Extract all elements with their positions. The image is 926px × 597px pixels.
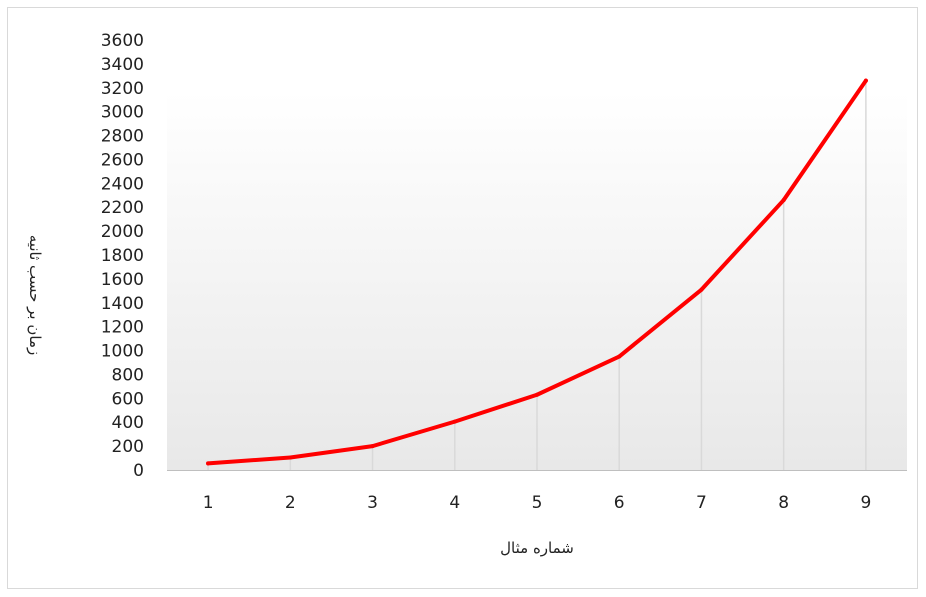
y-tick-label: 1600 bbox=[101, 270, 144, 290]
x-tick-label: 1 bbox=[203, 493, 214, 513]
data-point-8 bbox=[781, 198, 786, 203]
x-axis-ticks: 1 2 3 4 5 6 7 8 9 bbox=[203, 493, 872, 513]
x-tick-label: 3 bbox=[367, 493, 378, 513]
x-tick-label: 7 bbox=[696, 493, 707, 513]
y-tick-label: 1400 bbox=[101, 294, 144, 314]
y-tick-label: 600 bbox=[112, 389, 144, 409]
data-point-3 bbox=[370, 444, 375, 449]
data-point-5 bbox=[535, 392, 539, 397]
data-point-7 bbox=[699, 287, 704, 292]
data-points bbox=[206, 78, 868, 466]
y-tick-label: 2600 bbox=[101, 150, 144, 170]
x-tick-label: 6 bbox=[614, 493, 625, 513]
data-point-9 bbox=[863, 78, 868, 83]
x-axis-title: شماره مثال bbox=[500, 539, 574, 557]
y-tick-label: 800 bbox=[112, 365, 144, 385]
y-tick-label: 3600 bbox=[101, 31, 144, 51]
y-tick-label: 1800 bbox=[101, 246, 144, 266]
y-tick-label: 2000 bbox=[101, 222, 144, 242]
y-tick-label: 2200 bbox=[101, 198, 144, 218]
data-point-4 bbox=[452, 419, 457, 424]
data-point-6 bbox=[617, 354, 622, 359]
x-tick-label: 2 bbox=[285, 493, 296, 513]
x-tick-label: 8 bbox=[778, 493, 789, 513]
y-tick-label: 3400 bbox=[101, 55, 144, 75]
y-tick-label: 200 bbox=[112, 437, 144, 457]
data-point-2 bbox=[288, 455, 293, 460]
y-tick-label: 2800 bbox=[101, 127, 144, 147]
x-tick-label: 4 bbox=[449, 493, 460, 513]
y-tick-label: 3200 bbox=[101, 79, 144, 99]
y-tick-label: 0 bbox=[133, 461, 144, 481]
y-tick-label: 1000 bbox=[101, 342, 144, 362]
x-tick-label: 5 bbox=[532, 493, 543, 513]
y-axis-ticks: 0 200 400 600 800 1000 1200 1400 1600 1800 2000 220… bbox=[101, 31, 144, 481]
y-tick-label: 1200 bbox=[101, 318, 144, 338]
y-tick-label: 400 bbox=[112, 413, 144, 433]
y-axis-title: زمان بر حسب ثانیه bbox=[26, 235, 44, 356]
data-point-1 bbox=[206, 461, 211, 466]
y-tick-label: 2400 bbox=[101, 174, 144, 194]
drop-lines bbox=[207, 80, 867, 470]
y-tick-label: 3000 bbox=[101, 103, 144, 123]
x-tick-label: 9 bbox=[860, 493, 871, 513]
